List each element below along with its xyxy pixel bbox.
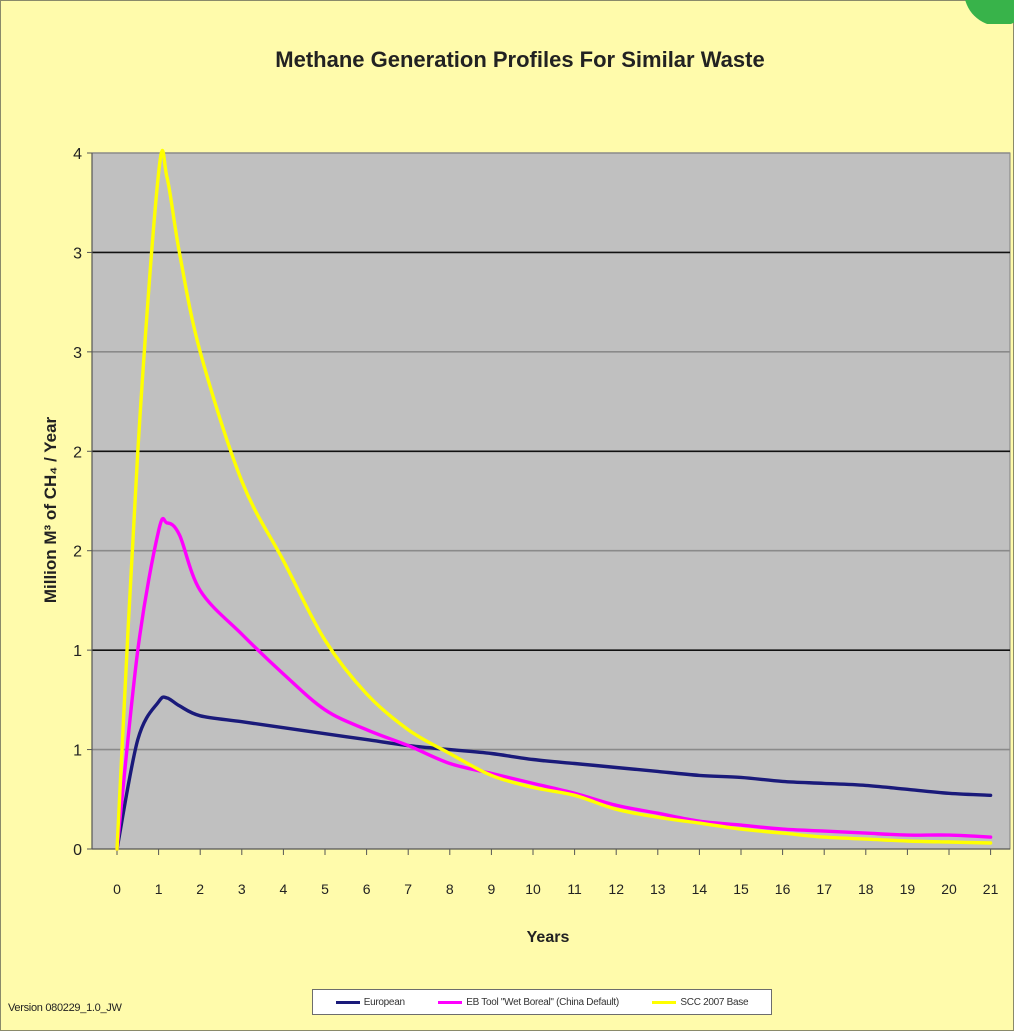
y-tick-label: 2 <box>73 444 82 461</box>
x-tick-label: 11 <box>567 881 582 897</box>
x-tick-label: 9 <box>488 881 496 897</box>
x-tick-label: 12 <box>608 881 624 897</box>
legend-item-eb-tool: EB Tool "Wet Boreal" (China Default) <box>438 997 619 1008</box>
y-tick-label: 3 <box>73 345 82 362</box>
plot-area <box>91 152 1011 850</box>
x-axis: 0 1 2 3 4 5 6 7 8 9 10 11 12 13 14 15 16 17 18 19 20 21 <box>92 848 1010 897</box>
x-tick-label: 21 <box>983 881 999 897</box>
y-tick-label: 4 <box>73 146 82 163</box>
legend-swatch-eb-tool <box>438 1000 463 1004</box>
legend: European EB Tool "Wet Boreal" (China Def… <box>312 989 772 1015</box>
x-tick-label: 14 <box>692 881 708 897</box>
series-line-scc-2007 <box>115 148 993 851</box>
x-axis-label: Years <box>527 929 570 946</box>
series-line-european <box>115 695 993 851</box>
chart-title: Methane Generation Profiles For Similar … <box>275 47 764 72</box>
x-tick-label: 5 <box>321 881 329 897</box>
y-tick-label: 0 <box>73 842 82 859</box>
x-tick-label: 4 <box>280 881 288 897</box>
legend-swatch-european <box>335 1000 360 1004</box>
legend-label-eb-tool: EB Tool "Wet Boreal" (China Default) <box>466 996 619 1008</box>
series-lines <box>115 148 993 851</box>
x-tick-label: 3 <box>238 881 246 897</box>
x-tick-label: 0 <box>113 881 121 897</box>
version-note: Version 080229_1.0_JW <box>8 1002 122 1014</box>
x-tick-label: 6 <box>363 881 371 897</box>
x-tick-label: 8 <box>446 881 454 897</box>
y-tick-label: 3 <box>73 245 82 262</box>
legend-label-european: European <box>363 996 405 1008</box>
x-tick-label: 18 <box>858 881 874 897</box>
x-tick-label: 16 <box>775 881 791 897</box>
y-tick-label: 1 <box>73 743 82 760</box>
legend-item-scc-2007: SCC 2007 Base <box>652 996 749 1008</box>
legend-item-european: European <box>335 996 405 1008</box>
x-tick-label: 17 <box>816 881 832 897</box>
corner-logo-fragment <box>964 0 1014 24</box>
x-tick-label: 2 <box>196 881 204 897</box>
x-tick-label: 1 <box>155 881 163 897</box>
y-tick-label: 2 <box>73 544 82 561</box>
x-tick-label: 7 <box>404 881 412 897</box>
legend-swatch-scc-2007 <box>652 1000 677 1004</box>
x-tick-label: 13 <box>650 881 666 897</box>
x-tick-label: 15 <box>733 881 749 897</box>
y-tick-label: 1 <box>73 643 82 660</box>
x-tick-label: 10 <box>525 881 541 897</box>
y-axis-label: Million M³ of CH₄ / Year <box>41 416 60 603</box>
series-line-eb-tool <box>115 516 993 851</box>
legend-label-scc-2007: SCC 2007 Base <box>680 996 749 1008</box>
x-tick-label: 19 <box>900 881 916 897</box>
gridlines <box>92 152 1010 751</box>
y-axis: 0 1 1 2 2 3 3 4 <box>73 146 93 859</box>
x-tick-label: 20 <box>941 881 957 897</box>
